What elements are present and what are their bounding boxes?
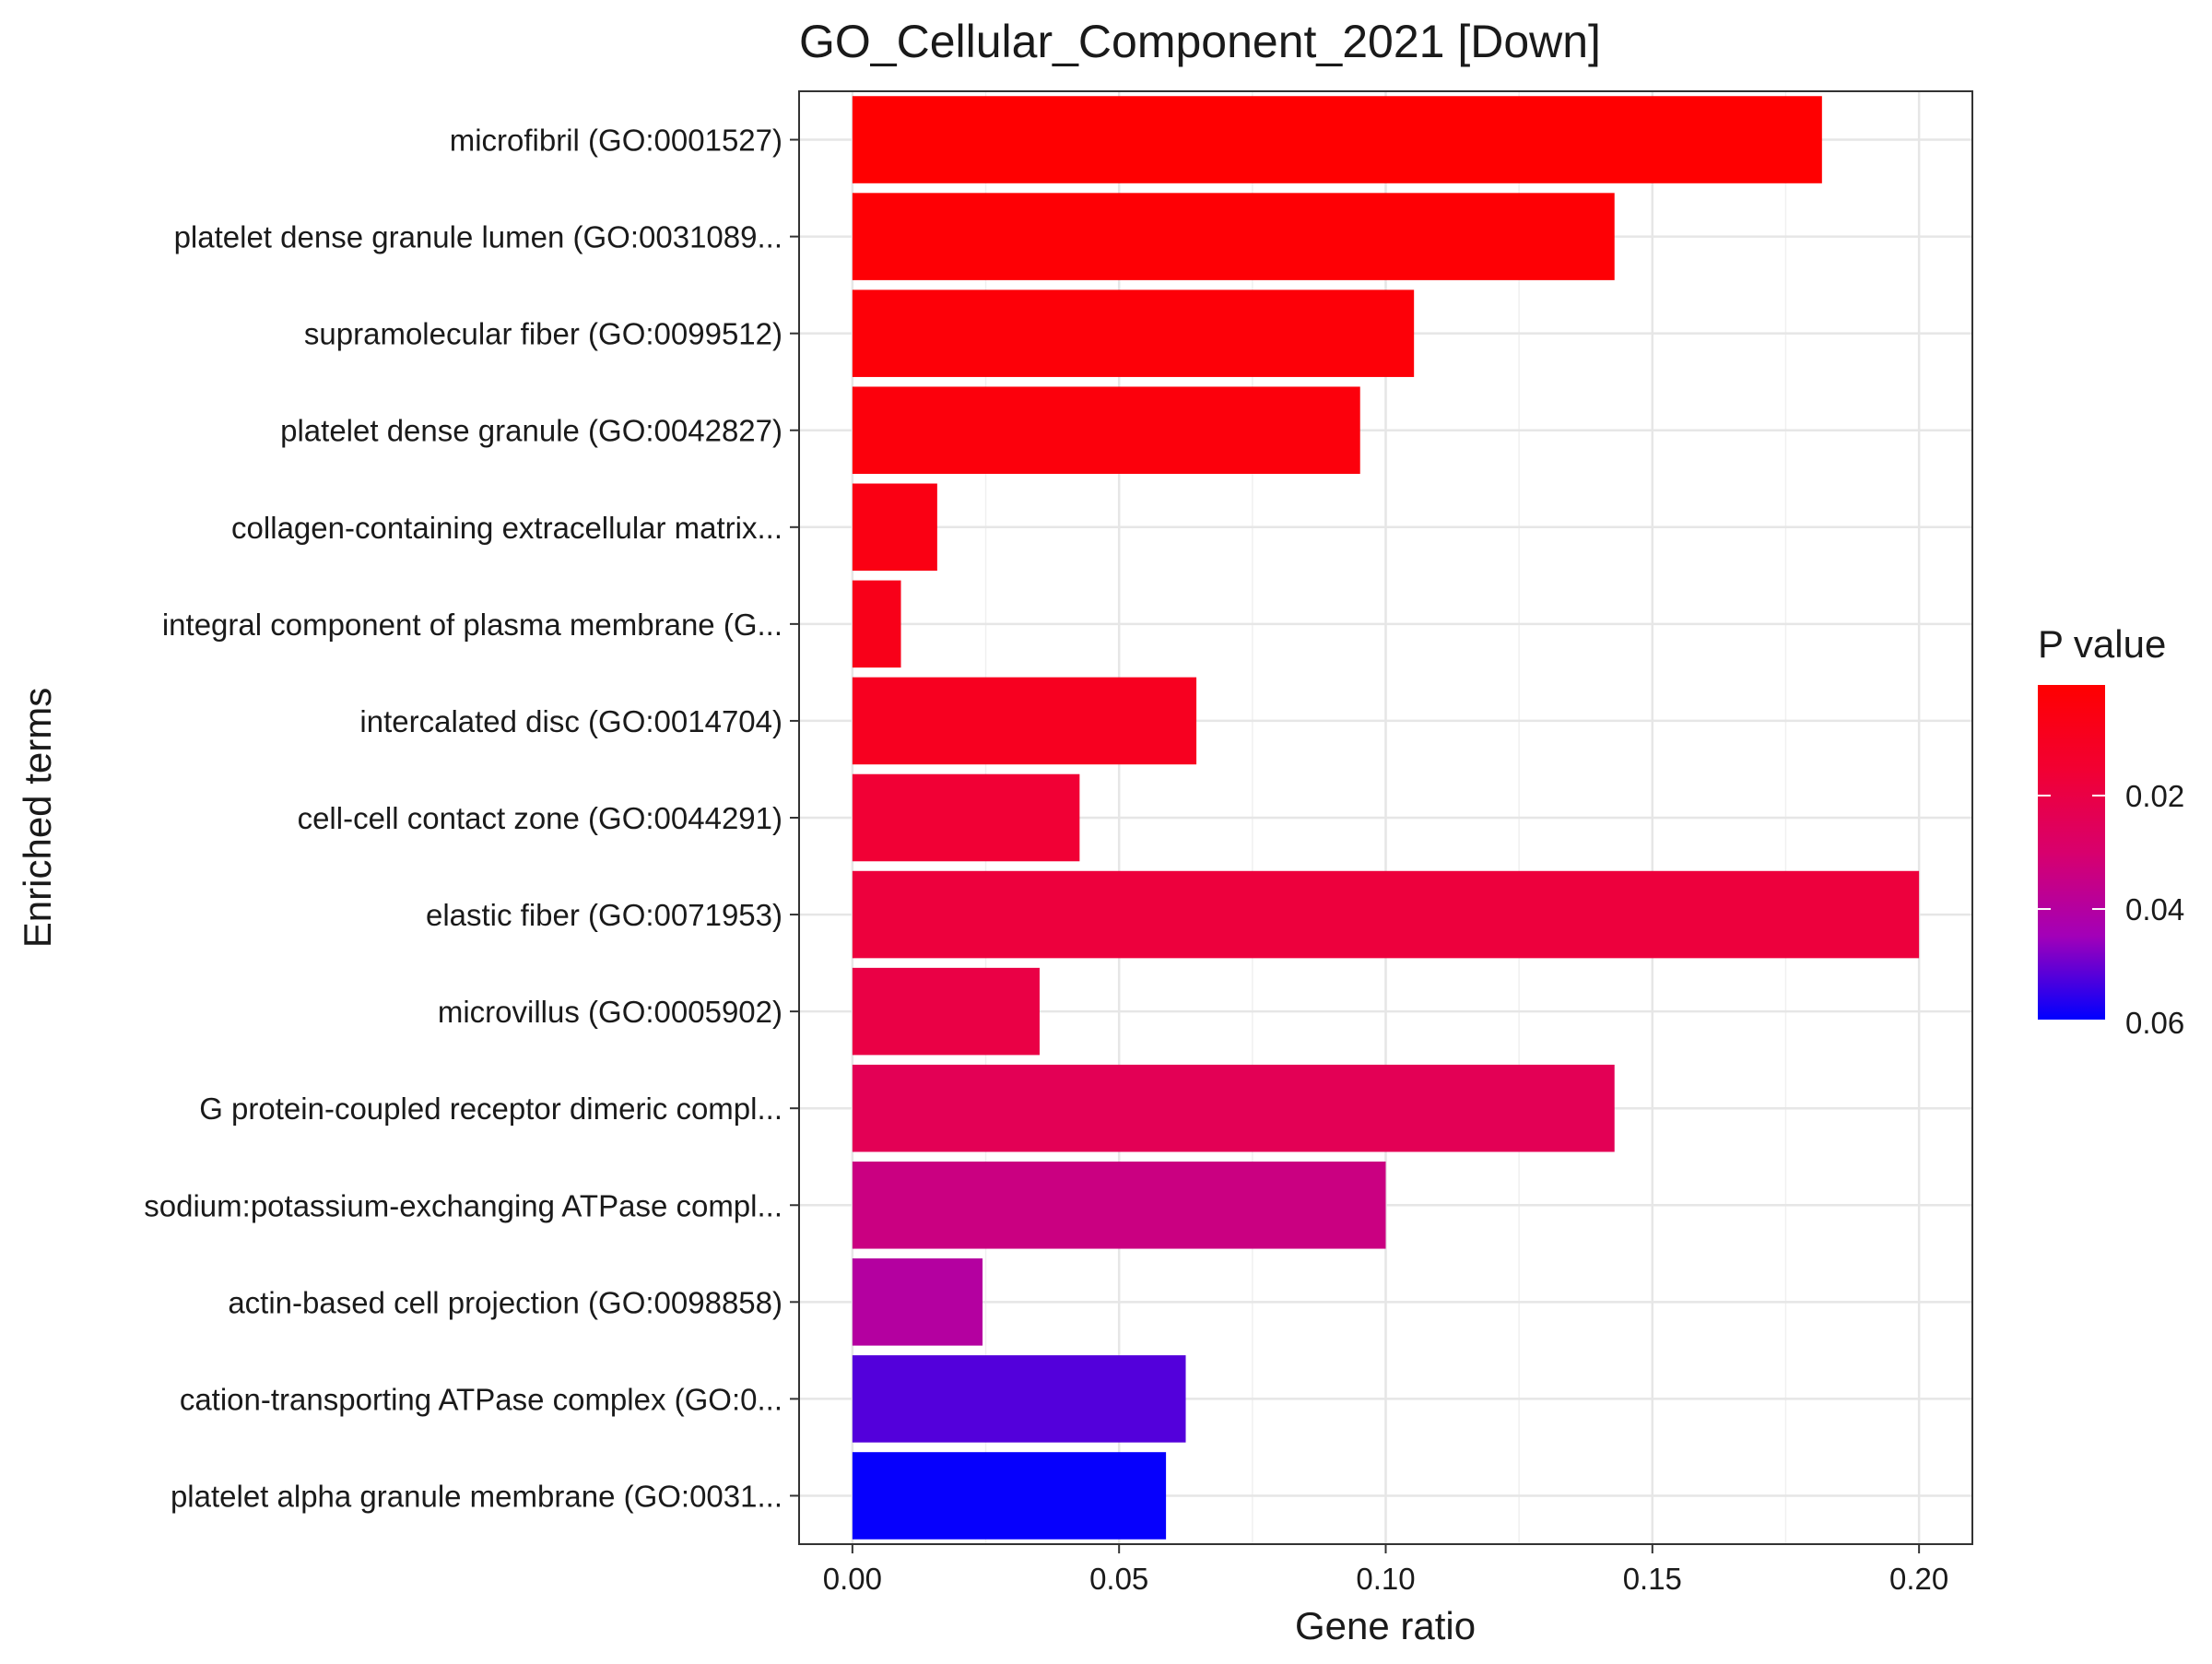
y-tick-label: integral component of plasma membrane (G… bbox=[162, 608, 782, 642]
legend-tick-label: 0.06 bbox=[2125, 1006, 2184, 1040]
y-tick-label: platelet dense granule (GO:0042827) bbox=[280, 414, 782, 448]
x-tick-label: 0.10 bbox=[1356, 1562, 1415, 1596]
x-tick-label: 0.00 bbox=[823, 1562, 882, 1596]
x-tick-labels: 0.00 0.05 0.10 0.15 0.20 bbox=[823, 1544, 1948, 1596]
y-tick-label: cell-cell contact zone (GO:0044291) bbox=[298, 801, 782, 835]
y-tick-label: elastic fiber (GO:0071953) bbox=[426, 898, 782, 932]
x-tick-label: 0.20 bbox=[1889, 1562, 1948, 1596]
bar bbox=[852, 96, 1822, 183]
legend-tick-label: 0.02 bbox=[2125, 779, 2184, 813]
y-tick-label: platelet alpha granule membrane (GO:0031… bbox=[171, 1479, 782, 1513]
bar bbox=[852, 580, 901, 668]
y-axis-title: Enriched terms bbox=[16, 688, 59, 948]
x-axis-title: Gene ratio bbox=[1295, 1604, 1476, 1647]
legend-tick-label: 0.04 bbox=[2125, 892, 2184, 926]
bar bbox=[852, 1355, 1186, 1443]
legend-colorbar bbox=[2038, 685, 2105, 1020]
y-tick-label: cation-transporting ATPase complex (GO:0… bbox=[180, 1382, 782, 1416]
y-tick-labels: microfibril (GO:0001527) platelet dense g… bbox=[144, 124, 799, 1513]
bar bbox=[852, 1064, 1615, 1152]
y-tick-label: intercalated disc (GO:0014704) bbox=[359, 704, 782, 738]
x-tick-label: 0.15 bbox=[1623, 1562, 1682, 1596]
x-tick-label: 0.05 bbox=[1089, 1562, 1148, 1596]
y-tick-label: collagen-containing extracellular matrix… bbox=[231, 511, 782, 545]
bar bbox=[852, 483, 937, 572]
y-tick-label: platelet dense granule lumen (GO:0031089… bbox=[174, 220, 782, 254]
y-tick-label: actin-based cell projection (GO:0098858) bbox=[228, 1285, 782, 1319]
y-tick-label: microvillus (GO:0005902) bbox=[438, 995, 782, 1029]
bar bbox=[852, 193, 1615, 280]
bar bbox=[852, 773, 1080, 862]
legend-title: P value bbox=[2038, 622, 2166, 666]
y-tick-label: microfibril (GO:0001527) bbox=[450, 124, 782, 158]
y-tick-label: sodium:potassium-exchanging ATPase compl… bbox=[144, 1188, 782, 1222]
bar bbox=[852, 870, 1920, 959]
bars bbox=[852, 96, 1920, 1540]
bar bbox=[852, 1452, 1167, 1540]
bar bbox=[852, 386, 1360, 475]
bar bbox=[852, 967, 1040, 1056]
legend-ticks: 0.02 0.04 0.06 bbox=[2038, 779, 2184, 1040]
chart-title: GO_Cellular_Component_2021 [Down] bbox=[799, 16, 1601, 67]
bar bbox=[852, 289, 1415, 377]
bar bbox=[852, 677, 1197, 765]
y-tick-label: supramolecular fiber (GO:0099512) bbox=[304, 317, 782, 351]
bar bbox=[852, 1161, 1386, 1249]
bar bbox=[852, 1258, 983, 1346]
y-tick-label: G protein-coupled receptor dimeric compl… bbox=[199, 1092, 782, 1126]
